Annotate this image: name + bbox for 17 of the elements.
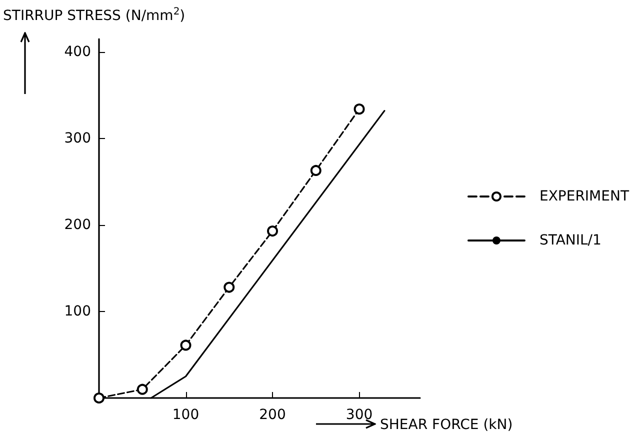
x-tick-label: 100 bbox=[172, 407, 200, 423]
point bbox=[180, 340, 192, 351]
point bbox=[94, 392, 104, 404]
legend-label: EXPERIMENT bbox=[539, 188, 630, 204]
point bbox=[354, 104, 365, 115]
x-axis-title: SHEAR FORCE (kN) bbox=[380, 417, 513, 433]
legend-label: STANIL/1 bbox=[539, 232, 602, 248]
y-tick-label: 300 bbox=[64, 130, 91, 146]
point bbox=[224, 282, 235, 293]
y-tick-label: 400 bbox=[64, 44, 91, 60]
point bbox=[310, 164, 322, 176]
x-tick-label: 200 bbox=[259, 407, 286, 423]
y-tick-label: 100 bbox=[64, 303, 91, 320]
point bbox=[136, 384, 148, 395]
point bbox=[267, 226, 278, 237]
y-tick-label: 200 bbox=[64, 216, 91, 233]
x-tick-label: 300 bbox=[346, 407, 373, 423]
